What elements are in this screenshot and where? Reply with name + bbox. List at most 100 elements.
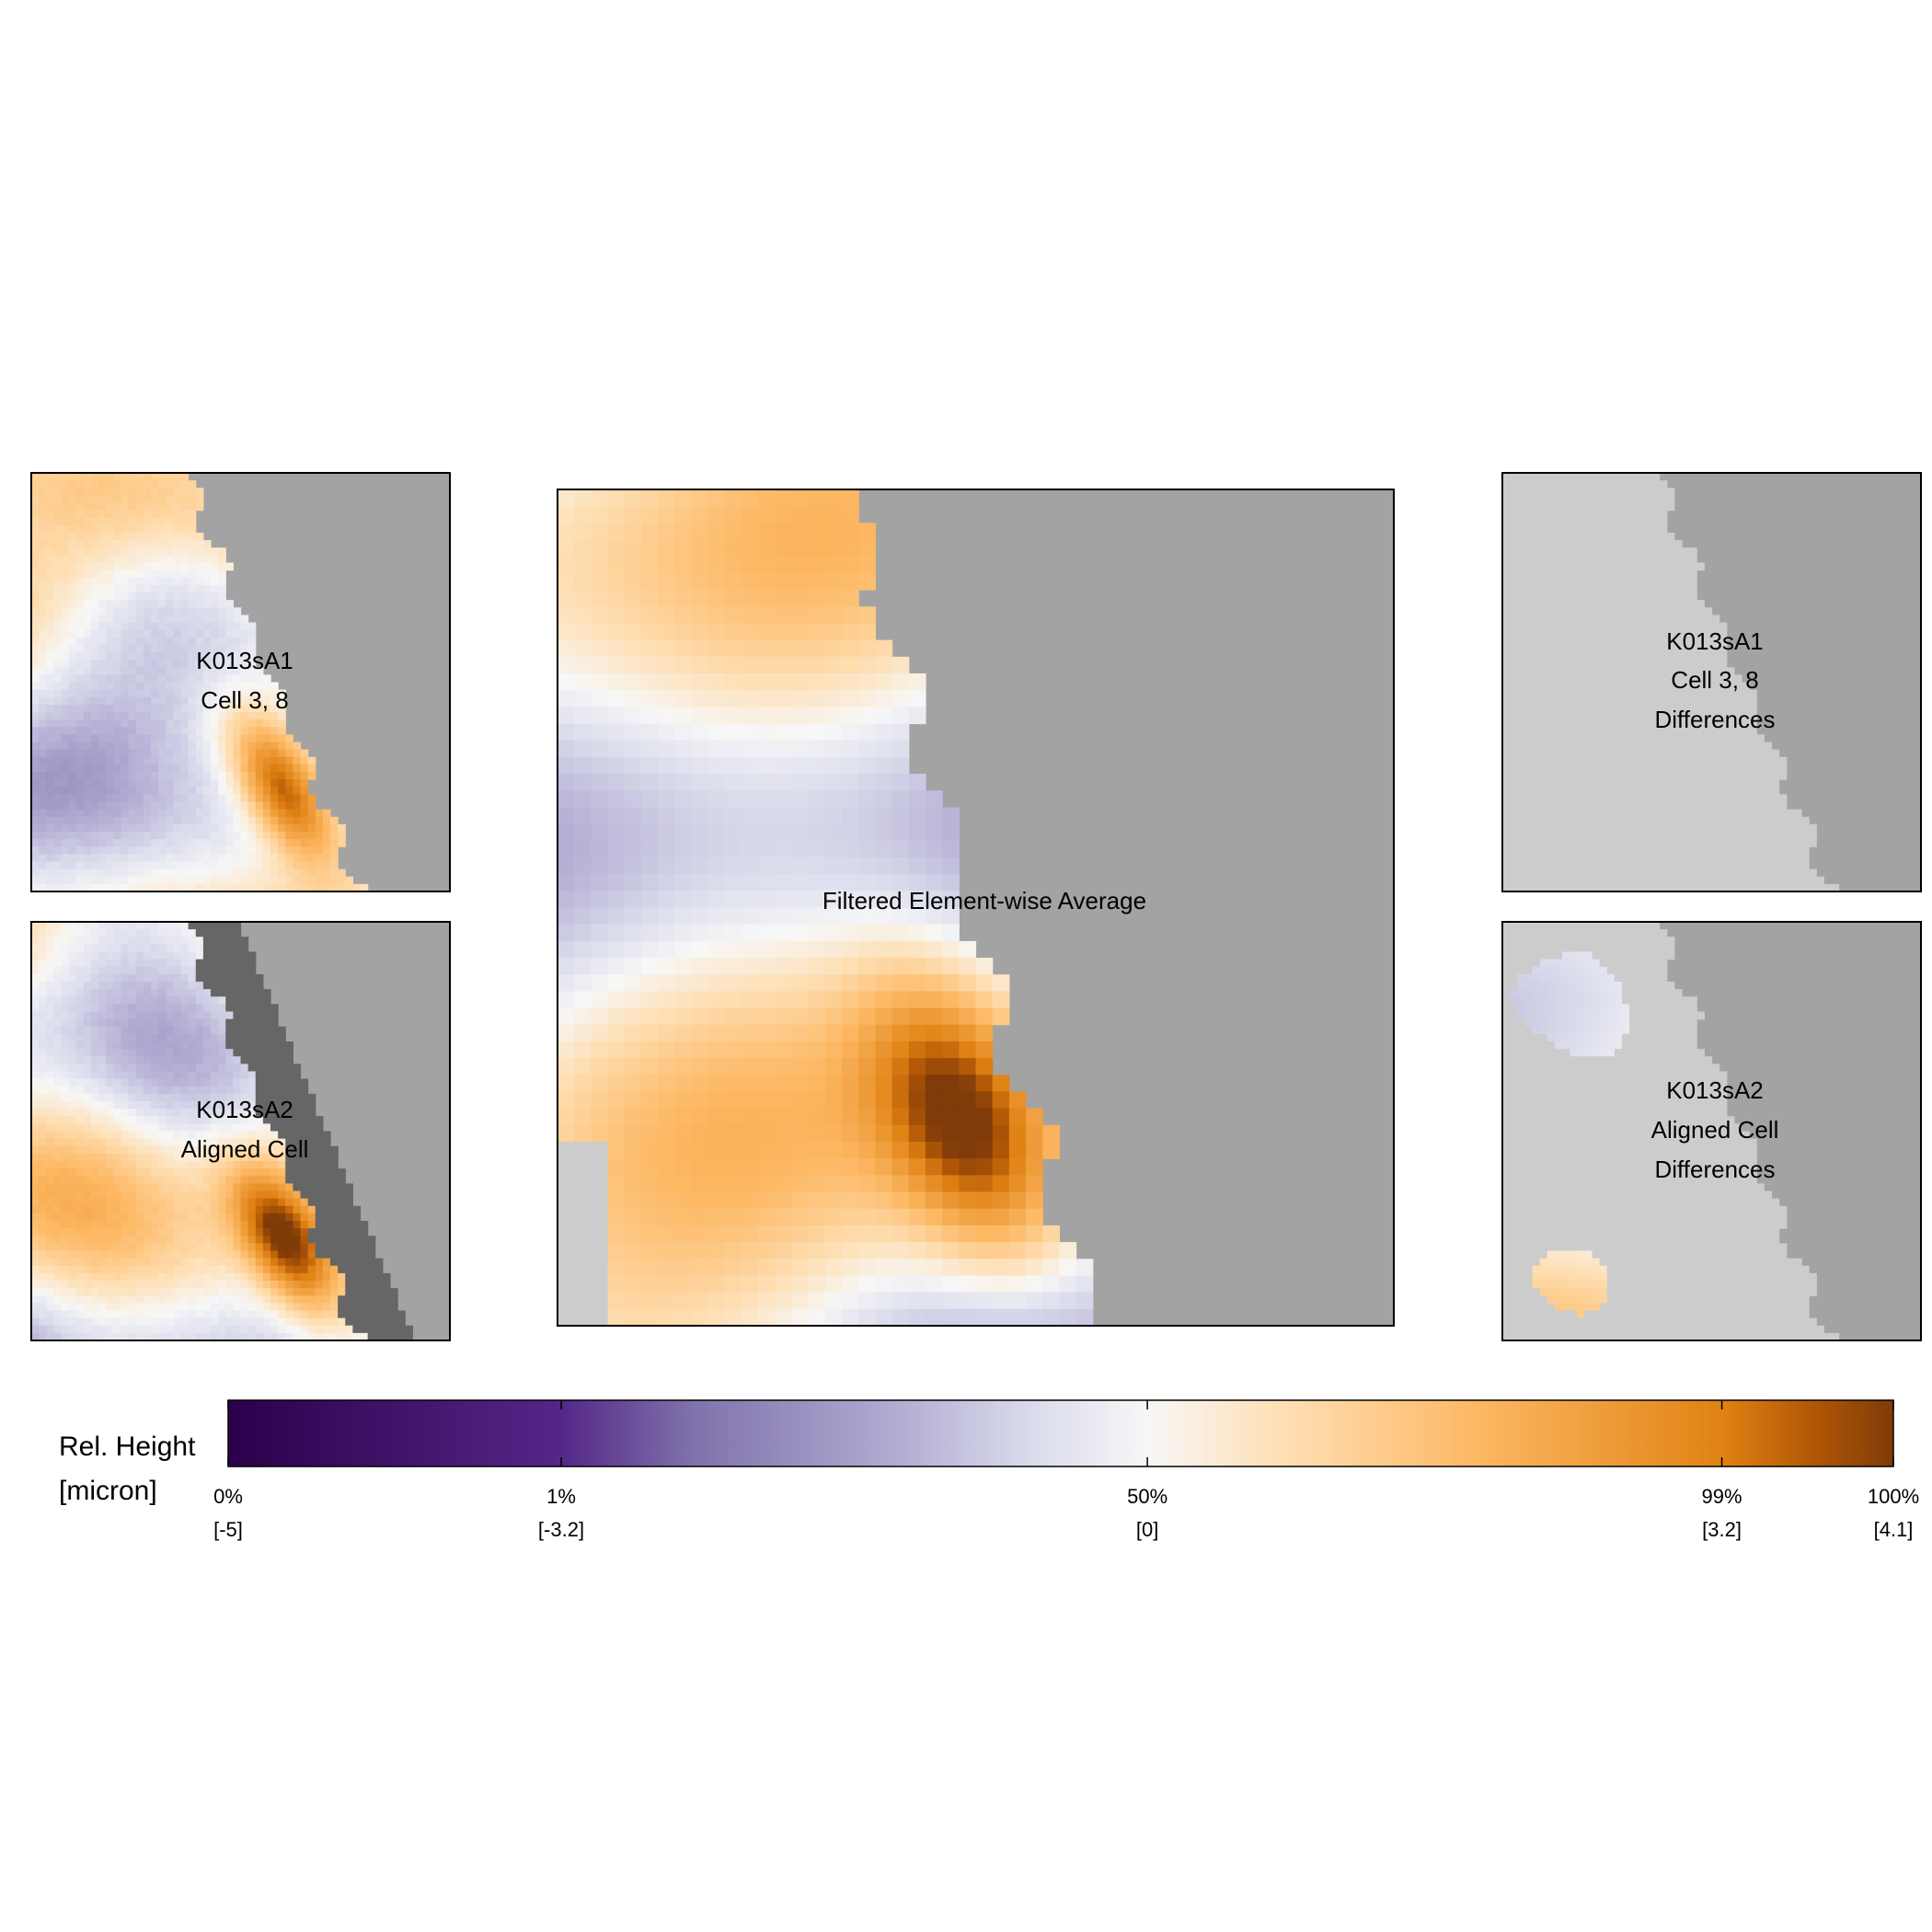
heatmap-cell [338, 1281, 346, 1289]
heatmap-cell [98, 756, 107, 765]
heatmap-cell [202, 756, 212, 765]
heatmap-cell [218, 584, 226, 593]
heatmap-cell [808, 572, 826, 591]
heatmap-cell [992, 1108, 1010, 1126]
heatmap-cell [166, 989, 174, 997]
heatmap-cell [46, 1161, 54, 1169]
heatmap-cell [188, 1033, 197, 1042]
heatmap-cell [98, 1123, 107, 1133]
heatmap-cell [166, 540, 174, 548]
heatmap-cell [858, 740, 877, 758]
heatmap-cell [98, 1071, 107, 1080]
heatmap-cell [591, 506, 609, 523]
shifted-region-cell [390, 1310, 398, 1319]
heatmap-cell [824, 1075, 843, 1093]
heatmap-cell [31, 787, 40, 795]
heatmap-cell [858, 840, 877, 858]
heatmap-cell [75, 1228, 85, 1236]
heatmap-cell [775, 606, 793, 625]
heatmap-cell [128, 1228, 137, 1236]
heatmap-cell [225, 1228, 234, 1236]
heatmap-cell [53, 1288, 63, 1296]
heatmap-cell [173, 1101, 182, 1110]
heatmap-cell [31, 1138, 40, 1147]
heatmap-cell [188, 1303, 197, 1312]
heatmap-cell [558, 523, 575, 541]
heatmap-cell [39, 727, 47, 735]
heatmap-cell [180, 1258, 190, 1267]
heatmap-cell [121, 959, 130, 968]
heatmap-cell [255, 1295, 264, 1304]
heatmap-cell [558, 639, 575, 658]
heatmap-cell [202, 1213, 212, 1222]
heatmap-cell [39, 682, 47, 691]
heatmap-cell [143, 1281, 152, 1289]
heatmap-cell [106, 832, 114, 840]
heatmap-cell [591, 1041, 609, 1059]
heatmap-cell [195, 569, 204, 579]
heatmap-cell [240, 1317, 249, 1327]
heatmap-cell [39, 1026, 47, 1035]
heatmap-cell [211, 787, 219, 795]
heatmap-cell [195, 1205, 204, 1214]
heatmap-cell [113, 854, 122, 863]
heatmap-cell [218, 1078, 226, 1087]
heatmap-cell [202, 1041, 212, 1050]
heatmap-cell [218, 1288, 226, 1296]
heatmap-cell [758, 1007, 776, 1026]
heatmap-cell [98, 644, 107, 653]
heatmap-cell [824, 874, 843, 891]
heatmap-cell [166, 816, 174, 825]
heatmap-cell [98, 1205, 107, 1214]
heatmap-cell [975, 1158, 994, 1176]
heatmap-cell [53, 1033, 63, 1042]
heatmap-cell [83, 756, 92, 765]
heatmap-cell [91, 996, 99, 1005]
heatmap-cell [758, 623, 776, 641]
heatmap-cell [300, 876, 309, 885]
heatmap-cell [128, 510, 137, 519]
heatmap-cell [180, 615, 190, 624]
heatmap-cell [180, 637, 190, 646]
heatmap-cell [68, 1190, 77, 1200]
heatmap-cell [607, 623, 626, 641]
heatmap-cell [143, 667, 152, 675]
heatmap-cell [211, 1213, 219, 1222]
heatmap-cell [143, 779, 152, 788]
heatmap-cell [121, 1004, 130, 1013]
heatmap-cell [143, 1109, 152, 1117]
heatmap-cell [151, 764, 159, 773]
heatmap-cell [247, 1093, 257, 1102]
heatmap-cell [135, 937, 144, 945]
heatmap-cell [135, 1086, 144, 1095]
heatmap-cell [135, 1138, 144, 1147]
heatmap-cell [255, 1190, 264, 1200]
heatmap-cell [1042, 1124, 1060, 1143]
heatmap-cell [173, 689, 182, 698]
heatmap-cell [233, 1078, 242, 1087]
heatmap-cell [98, 488, 107, 496]
heatmap-cell [121, 823, 130, 833]
heatmap-cell [707, 623, 726, 641]
heatmap-cell [158, 883, 167, 891]
heatmap-cell [113, 1018, 122, 1028]
heatmap-cell [151, 488, 159, 496]
heatmap-cell [31, 592, 40, 601]
heatmap-cell [211, 839, 219, 847]
heatmap-cell [158, 1295, 167, 1304]
heatmap-cell [188, 1011, 197, 1020]
heatmap-cell [106, 989, 114, 997]
heatmap-cell [574, 756, 592, 775]
heatmap-cell [278, 1198, 286, 1207]
heatmap-cell [106, 1236, 114, 1244]
heatmap-cell [98, 1049, 107, 1057]
heatmap-cell [188, 644, 197, 653]
heatmap-cell [188, 816, 197, 825]
heatmap-cell [975, 1058, 994, 1075]
heatmap-cell [293, 801, 302, 811]
heatmap-cell [278, 816, 286, 825]
heatmap-cell [121, 801, 130, 811]
shifted-region-cell [255, 1064, 264, 1073]
shifted-region-cell [285, 1145, 293, 1155]
heatmap-cell [891, 1124, 910, 1143]
